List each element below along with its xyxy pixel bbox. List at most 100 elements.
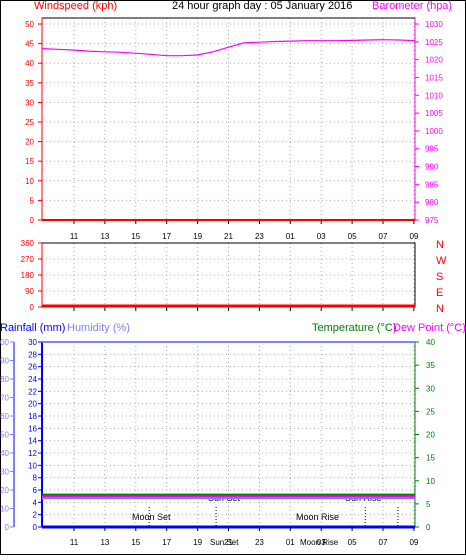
wind-ytick-label: 0	[30, 216, 35, 225]
baro-ytick-label: 1015	[425, 73, 443, 82]
p1-xtick-label: 01	[286, 232, 295, 241]
baro-ytick-label: 980	[425, 198, 439, 207]
temp-ytick-label: 15	[426, 454, 435, 463]
temp-ytick-label: 5	[426, 500, 431, 509]
wind-ytick-label: 20	[25, 138, 34, 147]
rain-ytick-label: 4	[33, 498, 38, 507]
dir-ytick-label: 270	[21, 255, 35, 264]
humidity-axis-title: Humidity (%)	[67, 322, 130, 334]
rain-ytick-label: 24	[28, 375, 37, 384]
dewpoint-axis-title: Dew Point (°C)	[393, 322, 466, 334]
p3-xtick-label: 13	[100, 538, 109, 547]
baro-ytick-label: 975	[425, 216, 439, 225]
rain-ytick-label: 20	[28, 400, 37, 409]
humidity-ytick-label: 50	[0, 431, 9, 440]
rain-ytick-label: 14	[28, 437, 37, 446]
temp-ytick-label: 35	[426, 361, 435, 370]
dir-ytick-label: 180	[21, 271, 35, 280]
compass-label: N	[436, 239, 444, 251]
compass-label: N	[436, 303, 444, 315]
baro-ytick-label: 1025	[425, 38, 443, 47]
p3-xtick-label: 01	[286, 538, 295, 547]
p1-xtick-label: 15	[131, 232, 140, 241]
sun-set-axis-label: Sun Set	[210, 538, 239, 547]
rain-ytick-label: 30	[28, 338, 37, 347]
rain-ytick-label: 10	[28, 461, 37, 470]
temp-ytick-label: 40	[426, 338, 435, 347]
compass-label: E	[436, 287, 443, 299]
baro-ytick-label: 1020	[425, 56, 443, 65]
moon-set-label: Moon Set	[132, 512, 171, 522]
humidity-ytick-label: 100	[0, 338, 10, 347]
rain-ytick-label: 28	[28, 350, 37, 359]
wind-ytick-label: 15	[25, 157, 34, 166]
p3-xtick-label: 19	[193, 538, 202, 547]
p1-xtick-label: 11	[70, 232, 79, 241]
rain-ytick-label: 18	[28, 412, 37, 421]
wind-ytick-label: 45	[25, 40, 34, 49]
p1-xtick-label: 07	[379, 232, 388, 241]
baro-ytick-label: 985	[425, 180, 439, 189]
p3-xtick-label: 07	[379, 538, 388, 547]
humidity-ytick-label: 60	[0, 412, 9, 421]
rain-ytick-label: 2	[33, 511, 38, 520]
humidity-ytick-label: 70	[0, 394, 9, 403]
rain-ytick-label: 22	[28, 387, 37, 396]
temp-ytick-label: 0	[426, 523, 431, 532]
p3-xtick-label: 17	[162, 538, 171, 547]
chart-title: 24 hour graph day : 05 January 2016	[172, 0, 352, 12]
p3-xtick-label: 23	[255, 538, 264, 547]
p1-xtick-label: 23	[255, 232, 264, 241]
humidity-ytick-label: 80	[0, 375, 9, 384]
rain-ytick-label: 26	[28, 363, 37, 372]
p1-xtick-label: 21	[224, 232, 233, 241]
temp-ytick-label: 25	[426, 407, 435, 416]
wind-ytick-label: 10	[25, 177, 34, 186]
wind-ytick-label: 40	[25, 59, 34, 68]
p3-xtick-label: 03	[317, 538, 326, 547]
wind-ytick-label: 50	[25, 20, 34, 29]
humidity-ytick-label: 90	[0, 357, 9, 366]
baro-ytick-label: 990	[425, 163, 439, 172]
rain-ytick-label: 12	[28, 449, 37, 458]
dir-ytick-label: 0	[30, 303, 35, 312]
wind-ytick-label: 35	[25, 79, 34, 88]
temp-ytick-label: 10	[426, 477, 435, 486]
rain-ytick-label: 6	[33, 486, 38, 495]
p1-xtick-label: 19	[193, 232, 202, 241]
temp-ytick-label: 30	[426, 384, 435, 393]
p1-xtick-label: 13	[100, 232, 109, 241]
compass-label: S	[436, 271, 443, 283]
moon-rise-label: Moon Rise	[296, 512, 339, 522]
barometer-line	[41, 39, 416, 57]
p3-xtick-label: 15	[131, 538, 140, 547]
p1-xtick-label: 09	[409, 232, 418, 241]
rain-ytick-label: 16	[28, 424, 37, 433]
rain-ytick-label: 0	[33, 523, 38, 532]
compass-label: W	[436, 255, 447, 267]
baro-ytick-label: 1005	[425, 109, 443, 118]
rain-ytick-label: 8	[33, 474, 38, 483]
humidity-ytick-label: 30	[0, 468, 9, 477]
baro-ytick-label: 1030	[425, 20, 443, 29]
moon-rise-axis-label: Moon Rise	[300, 538, 339, 547]
baro-ytick-label: 995	[425, 145, 439, 154]
baro-ytick-label: 1000	[425, 127, 443, 136]
p3-xtick-label: 05	[348, 538, 357, 547]
temperature-axis-title: Temperature (°C)	[312, 322, 396, 334]
wind-ytick-label: 5	[30, 196, 35, 205]
windspeed-axis-title: Windspeed (kph)	[34, 0, 117, 12]
p1-xtick-label: 03	[317, 232, 326, 241]
humidity-ytick-label: 0	[5, 523, 10, 532]
humidity-ytick-label: 40	[0, 449, 9, 458]
dir-ytick-label: 360	[21, 239, 35, 248]
p3-xtick-label: 21	[224, 538, 233, 547]
humidity-ytick-label: 10	[0, 505, 9, 514]
p3-xtick-label: 09	[409, 538, 418, 547]
p3-xtick-label: 11	[70, 538, 79, 547]
rainfall-axis-title: Rainfall (mm)	[0, 322, 65, 334]
temp-ytick-label: 20	[426, 431, 435, 440]
